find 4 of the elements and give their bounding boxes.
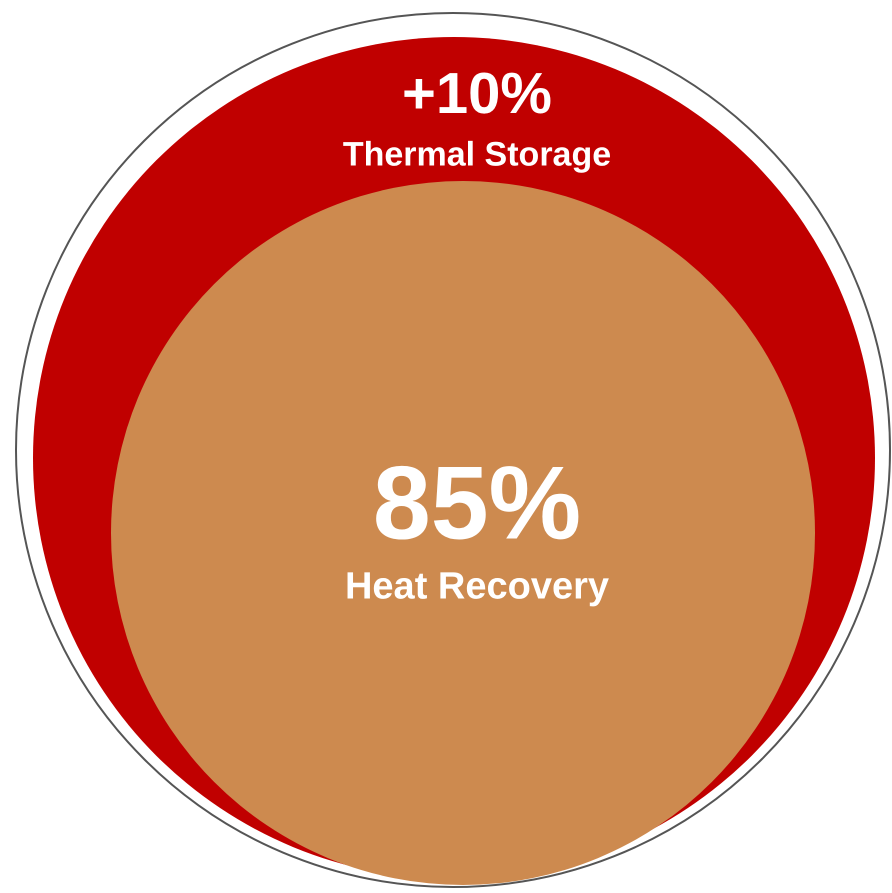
- category-label: Heat Recovery: [344, 565, 610, 608]
- data-label: +10%: [402, 61, 552, 126]
- data-label: 85%: [372, 446, 582, 562]
- category-label: Thermal Storage: [342, 135, 612, 174]
